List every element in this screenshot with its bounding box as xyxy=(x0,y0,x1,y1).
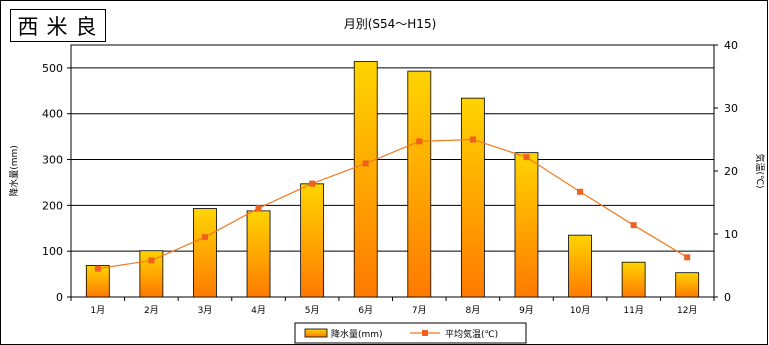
temperature-marker xyxy=(148,257,155,264)
x-tick-label: 2月 xyxy=(144,305,159,316)
bar xyxy=(246,210,271,298)
bar xyxy=(568,234,592,298)
bar xyxy=(193,208,217,298)
legend-label-temp: 平均気温(℃) xyxy=(445,328,498,340)
x-tick-label: 10月 xyxy=(570,305,590,316)
y2-tick-label: 40 xyxy=(724,39,738,52)
temperature-marker xyxy=(684,254,691,261)
bar xyxy=(353,61,378,298)
y-tick-label: 100 xyxy=(42,245,63,258)
bar xyxy=(675,272,700,298)
bar xyxy=(514,152,539,298)
y2-tick-label: 0 xyxy=(724,291,731,304)
bar xyxy=(139,250,164,298)
axes xyxy=(67,44,718,301)
legend-label-precip: 降水量(mm) xyxy=(331,328,383,340)
y-axis-label: 降水量(mm) xyxy=(8,145,20,197)
x-tick-label: 5月 xyxy=(305,305,320,316)
temperature-marker xyxy=(255,205,262,212)
gridlines xyxy=(71,67,714,252)
line-series xyxy=(94,136,691,272)
station-name: 西米良 xyxy=(10,9,106,42)
y-tick-label: 400 xyxy=(42,108,63,121)
plot-area xyxy=(70,44,715,298)
x-tick-label: 12月 xyxy=(677,305,697,316)
x-tick-label: 3月 xyxy=(198,305,213,316)
legend-swatch-bar xyxy=(304,328,328,338)
y2-tick-label: 30 xyxy=(724,102,738,115)
temperature-marker xyxy=(94,265,101,272)
temperature-marker xyxy=(362,160,369,167)
y2-axis-label: 気温(℃) xyxy=(754,153,766,188)
temperature-marker xyxy=(309,180,316,187)
temperature-marker xyxy=(523,154,530,161)
legend-swatch-marker xyxy=(422,330,428,336)
chart-title: 月別(S54〜H15) xyxy=(344,17,437,31)
y-tick-label: 500 xyxy=(42,62,63,75)
y-tick-label: 0 xyxy=(56,291,63,304)
temperature-marker xyxy=(469,136,476,143)
x-tick-label: 9月 xyxy=(519,305,534,316)
temperature-marker xyxy=(416,138,423,145)
temperature-marker xyxy=(201,234,208,241)
bar-series xyxy=(85,61,700,298)
bar xyxy=(621,261,646,298)
y2-tick-label: 10 xyxy=(724,228,738,241)
x-tick-label: 11月 xyxy=(623,305,643,316)
temperature-marker xyxy=(577,188,584,195)
x-tick-label: 1月 xyxy=(90,305,105,316)
y2-tick-label: 20 xyxy=(724,165,738,178)
bar xyxy=(85,264,110,298)
temperature-line xyxy=(97,138,688,270)
y-tick-label: 200 xyxy=(42,199,63,212)
temperature-marker xyxy=(630,222,637,229)
x-tick-label: 8月 xyxy=(466,305,481,316)
x-tick-label: 4月 xyxy=(251,305,266,316)
x-tick-label: 6月 xyxy=(358,305,373,316)
tick-labels: 0 100 200 300 400 500 0 10 20 30 40 1月 2月 3月 4月 5月 6月 7月 8… xyxy=(42,39,738,316)
bar xyxy=(460,97,485,298)
bar xyxy=(407,70,432,298)
legend: 降水量(mm) 平均気温(℃) xyxy=(294,322,527,344)
y-tick-label: 300 xyxy=(42,154,63,167)
bar xyxy=(300,183,325,298)
x-tick-label: 7月 xyxy=(412,305,427,316)
